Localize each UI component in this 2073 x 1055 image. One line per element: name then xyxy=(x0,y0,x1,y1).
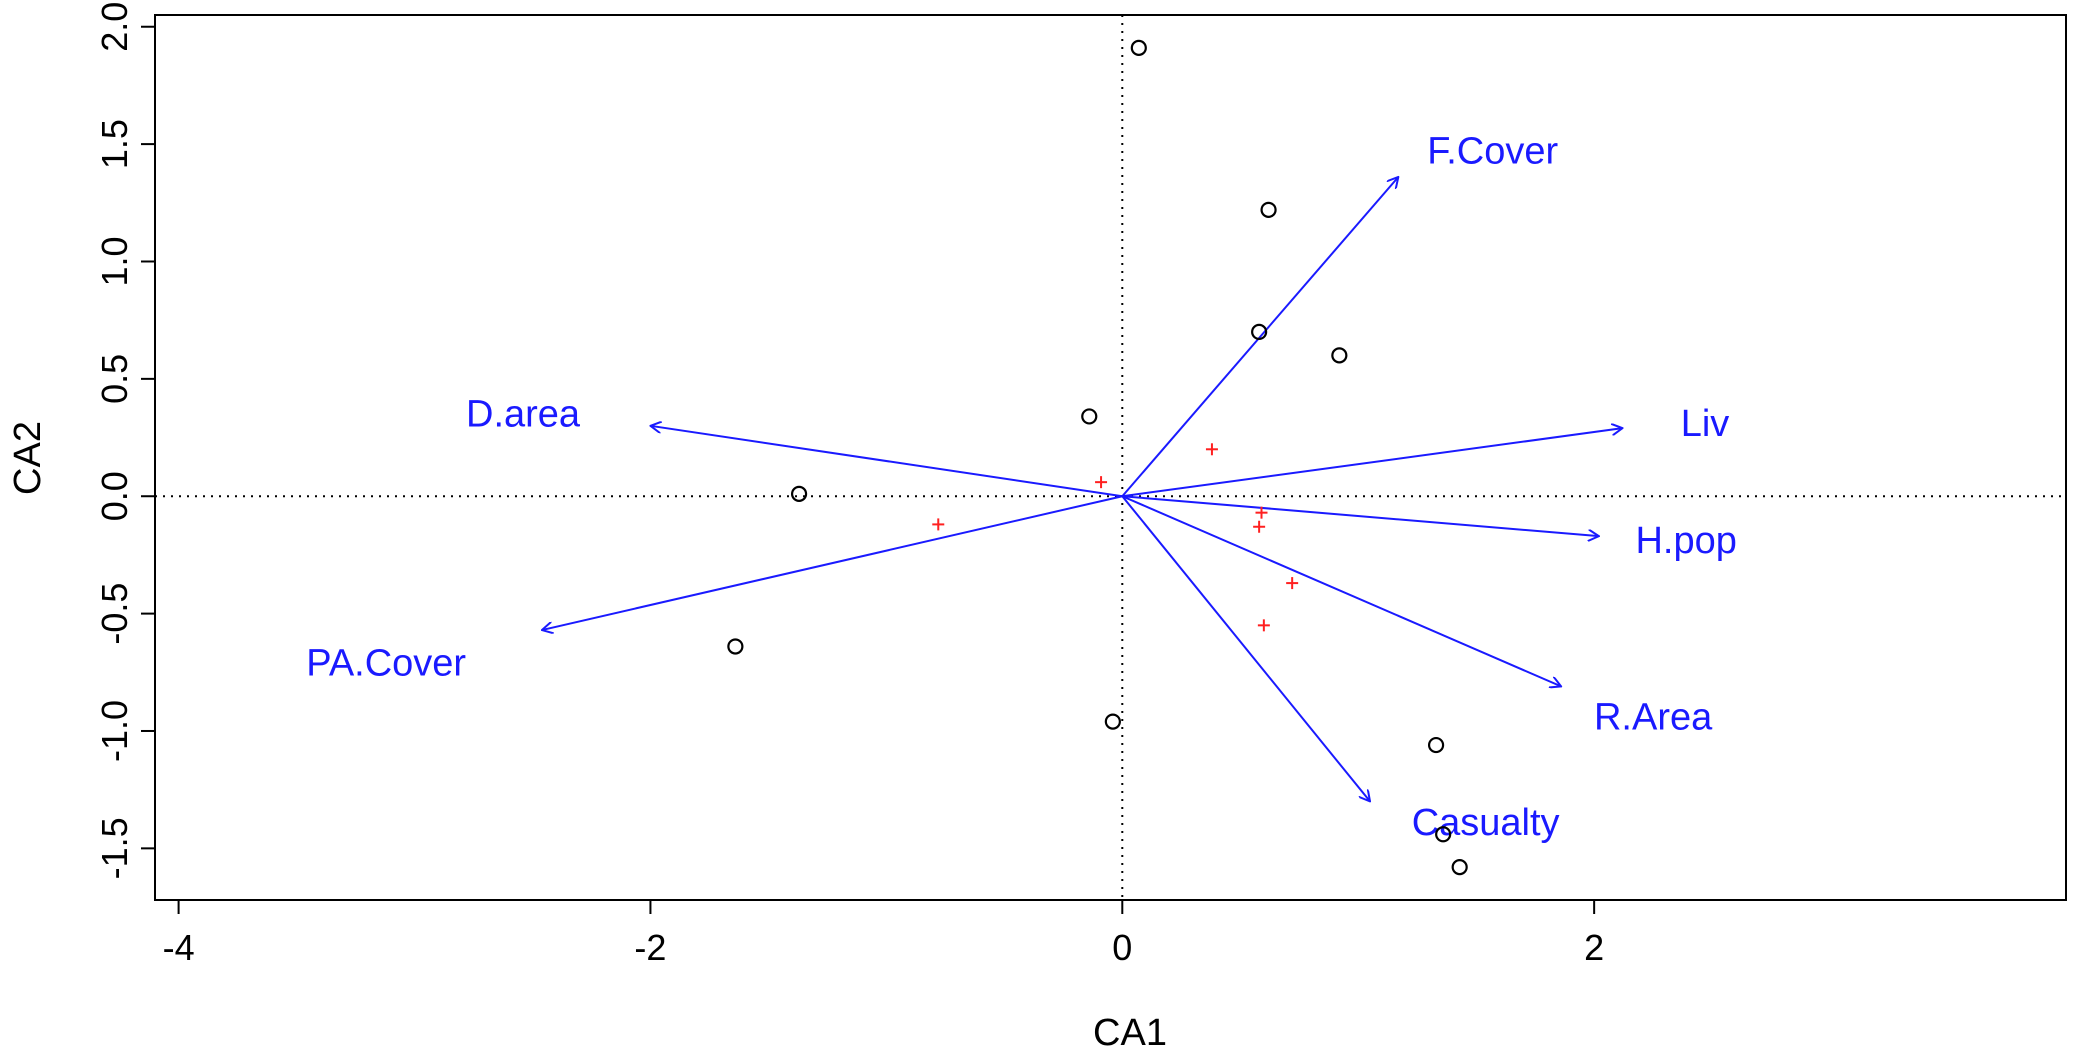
species-point xyxy=(932,518,945,531)
site-point xyxy=(1331,347,1348,364)
site-point xyxy=(1104,713,1121,730)
site-point xyxy=(1451,859,1468,876)
biplot-vectors: F.Cover Liv H.pop R.Area Casualty D.area PA.Co… xyxy=(306,131,1737,844)
site-point xyxy=(1081,408,1098,425)
vector-label: Casualty xyxy=(1412,802,1560,844)
species-point xyxy=(1257,619,1270,632)
site-point xyxy=(1251,323,1268,341)
site-points xyxy=(727,39,1468,876)
site-point xyxy=(1427,736,1445,754)
vector-arrow xyxy=(1121,177,1398,497)
y-tick-label: -1.0 xyxy=(94,700,135,762)
vector-arrow xyxy=(542,495,1123,630)
y-tick-label: 2.0 xyxy=(94,2,135,52)
y-axis-title: CA2 xyxy=(7,421,49,495)
x-axis-title: CA1 xyxy=(1093,1012,1167,1054)
site-point xyxy=(1130,39,1147,56)
y-tick-label: 1.0 xyxy=(94,236,135,286)
reference-lines xyxy=(155,15,2066,900)
x-tick-label: -2 xyxy=(634,927,666,968)
species-points xyxy=(932,443,1299,632)
species-point xyxy=(1255,506,1268,519)
site-point xyxy=(1435,826,1452,843)
y-tick-label: -0.5 xyxy=(94,583,135,645)
site-point xyxy=(727,638,744,655)
plot-frame xyxy=(154,14,2067,901)
vector-label: Liv xyxy=(1681,403,1730,445)
vector-arrow xyxy=(1122,428,1622,498)
y-tick-label: -1.5 xyxy=(94,817,135,879)
y-tick-label: 1.5 xyxy=(94,119,135,169)
species-point xyxy=(1286,577,1299,590)
y-tick-label: 0.0 xyxy=(94,471,135,521)
vector-label: H.pop xyxy=(1635,520,1736,562)
x-tick-label: 0 xyxy=(1112,927,1132,968)
site-point xyxy=(790,485,808,502)
vector-arrow xyxy=(1122,495,1599,536)
vector-arrow xyxy=(650,426,1123,498)
vector-arrow xyxy=(1121,495,1370,801)
vector-arrow xyxy=(1121,495,1561,686)
species-point xyxy=(1095,476,1108,489)
x-axis: -4 -2 0 2 xyxy=(163,899,1604,968)
site-point xyxy=(1260,201,1277,218)
vector-label: D.area xyxy=(466,393,581,435)
y-tick-label: 0.5 xyxy=(94,354,135,404)
vector-label: PA.Cover xyxy=(306,642,466,684)
vector-label: R.Area xyxy=(1594,696,1713,738)
species-point xyxy=(1205,443,1218,456)
species-point xyxy=(1253,520,1266,533)
y-axis: -1.5 -1.0 -0.5 0.0 0.5 1.0 1.5 2.0 xyxy=(94,2,156,879)
x-tick-label: 2 xyxy=(1584,927,1604,968)
x-tick-label: -4 xyxy=(163,927,195,968)
vector-label: F.Cover xyxy=(1427,131,1558,173)
